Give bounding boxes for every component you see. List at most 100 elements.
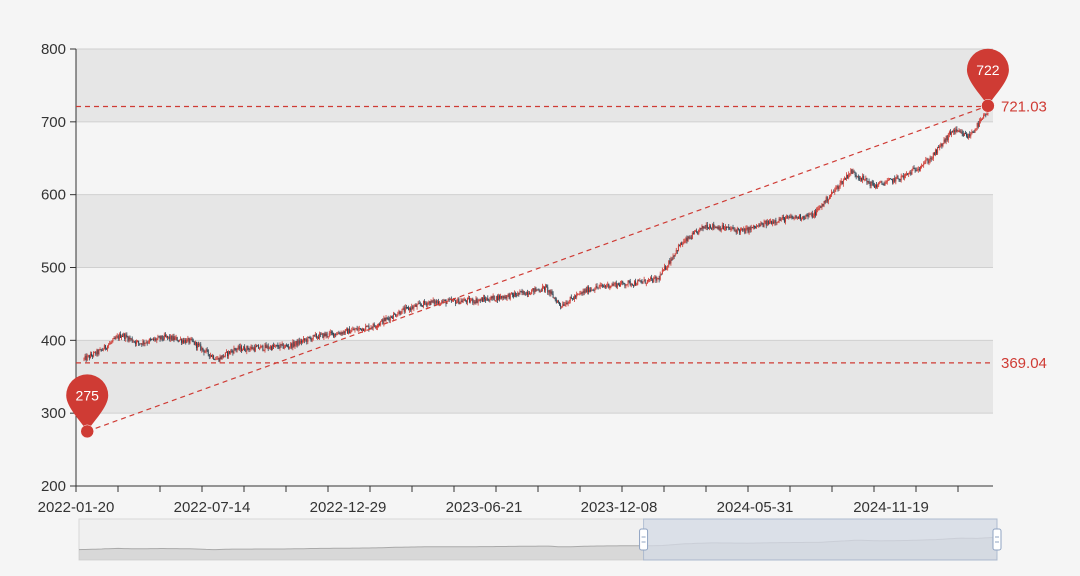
candle-body [979,119,981,121]
candle-body [929,157,931,162]
candle-body [939,145,941,148]
candle-body [245,350,247,352]
data-zoom-slider[interactable] [78,518,1002,561]
candle-body [505,296,507,299]
candle-body [262,345,264,351]
candle-body [309,337,311,339]
candle-body [167,335,169,338]
candle-body [934,149,936,155]
candle-body [944,139,946,142]
zoom-handle[interactable] [992,528,1002,551]
candle-body [122,336,124,338]
candle-body [329,331,331,334]
candle-body [895,177,897,182]
candle-body [883,184,885,186]
candle-body [678,245,680,247]
candle-body [229,351,231,354]
candle-body [705,224,707,228]
candle-body [734,229,736,231]
candle-body [432,299,434,302]
candle-body [193,341,195,345]
candle-body [560,304,562,307]
candle-body [426,303,428,306]
candle-body [911,169,913,175]
candle-body [750,227,752,230]
candle-body [574,296,576,300]
x-axis: 2022-01-20 2022-07-14 2022-12-29 2023-06-21… [38,485,993,516]
candle-body [691,233,693,239]
mark-line-label: 721.03 [1001,99,1047,116]
candle-body [89,353,91,359]
candle-body [375,327,377,329]
candle-body [402,308,404,310]
candle-body [833,191,835,193]
candle-body [930,157,932,160]
candle-body [280,344,282,346]
candle-body [811,213,813,218]
candle-body [697,231,699,234]
candle-body [863,176,865,180]
candle-body [941,143,943,146]
candle-body [488,300,490,302]
candle-body [580,292,582,294]
candle-body [655,276,657,281]
candle-body [615,282,617,288]
candle-body [795,215,797,219]
candle-body [937,147,939,154]
candle-body [278,347,280,349]
candle-body [253,347,255,351]
candle-body [216,358,218,360]
candle-body [133,341,135,343]
candle-body [147,342,149,344]
candle-body [765,221,767,226]
y-tick-label: 600 [41,187,66,204]
candle-body [289,346,291,348]
candle-body [906,173,908,175]
candle-body [119,334,121,338]
y-axis: 200 300 400 500 600 700 800 [41,41,77,495]
candle-body [968,134,970,139]
candle-body [541,286,543,291]
candle-body [973,132,975,134]
candle-body [442,301,444,303]
candle-body [901,175,903,177]
candle-body [518,292,520,295]
candle-body [187,338,189,340]
candle-body [410,307,412,311]
candle-body [654,276,656,278]
candle-body [180,339,182,343]
candle-body [128,337,130,341]
candle-body [351,329,353,332]
candle-body [671,259,673,261]
candle-body [625,285,627,287]
candle-body [416,304,418,307]
candle-body [86,355,88,361]
candle-body [834,189,836,192]
candle-body [148,339,150,343]
candle-body [326,333,328,337]
candle-body [760,223,762,227]
candle-body [435,301,437,303]
candle-body [942,143,944,146]
y-tick-label: 400 [41,332,66,349]
candle-body [842,179,844,184]
candle-body [496,296,498,301]
candle-body [111,341,113,343]
candle-body [747,227,749,233]
candle-body [261,345,263,347]
candle-body [592,289,594,291]
candle-body [165,335,167,337]
candle-body [248,349,250,351]
candle-body [902,175,904,178]
candle-body [511,292,513,295]
candle-body [698,229,700,234]
candle-body [775,220,777,223]
candle-body [474,301,476,304]
candle-body [172,336,174,341]
candle-body [209,355,211,357]
zoom-handle[interactable] [639,528,649,551]
candle-body [522,291,524,293]
candle-body [893,178,895,183]
candle-body [900,176,902,181]
candle-body [306,339,308,342]
